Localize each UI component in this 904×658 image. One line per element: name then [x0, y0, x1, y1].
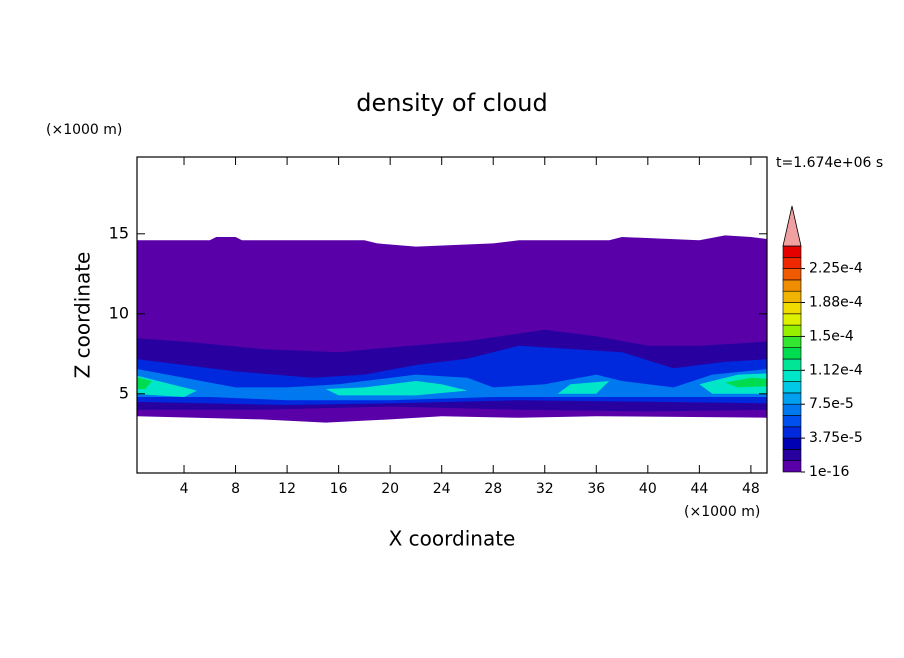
x-tick-label: 32 [536, 481, 554, 497]
colorbar-box [782, 426, 802, 439]
y-tick-label: 5 [119, 383, 129, 402]
colorbar-box [782, 369, 802, 382]
x-tick-label: 44 [690, 481, 708, 497]
x-tick-label: 4 [180, 481, 189, 497]
colorbar-box [782, 392, 802, 405]
chart-title: density of cloud [356, 89, 547, 117]
colorbar-label: 1.88e-4 [809, 295, 863, 311]
x-unit: (×1000 m) [684, 504, 760, 520]
colorbar-label: 1e-16 [809, 464, 849, 480]
x-tick-label: 24 [433, 481, 451, 497]
colorbar-box [782, 324, 802, 337]
x-tick-label: 36 [587, 481, 605, 497]
colorbar-label: 7.5e-5 [809, 396, 854, 412]
colorbar-over [782, 205, 802, 247]
colorbar-box [782, 403, 802, 416]
x-tick-label: 48 [742, 481, 760, 497]
colorbar-box [782, 245, 802, 258]
colorbar-box [782, 449, 802, 461]
x-tick-label: 40 [639, 481, 657, 497]
x-tick-label: 20 [381, 481, 399, 497]
x-tick-label: 28 [484, 481, 502, 497]
y-tick-label: 10 [109, 303, 129, 322]
contour-region [725, 377, 767, 388]
x-tick-label: 8 [231, 481, 240, 497]
contour-region [325, 381, 468, 396]
colorbar-box [782, 358, 802, 371]
colorbar-box [782, 256, 802, 269]
plot-frame [136, 156, 768, 474]
y-unit: (×1000 m) [46, 122, 122, 138]
contour-field [137, 235, 767, 423]
colorbar-box [782, 268, 802, 281]
colorbar-label: 1.5e-4 [809, 328, 854, 344]
contour-region [557, 381, 610, 394]
x-tick-label: 16 [330, 481, 348, 497]
colorbar-box [782, 415, 802, 428]
colorbar-label: 2.25e-4 [809, 261, 863, 277]
colorbar-box [782, 460, 802, 473]
colorbar-label: 1.12e-4 [809, 362, 863, 378]
y-axis-label: Z coordinate [71, 252, 95, 379]
colorbar-box [782, 279, 802, 292]
colorbar-box [782, 290, 802, 303]
contour-region [137, 369, 767, 401]
colorbar-box [782, 437, 802, 450]
colorbar-box [782, 381, 802, 394]
x-axis-label: X coordinate [389, 527, 516, 551]
x-tick-label: 12 [278, 481, 296, 497]
contour-region [137, 377, 152, 389]
contour-region [137, 375, 197, 397]
colorbar-label: 3.75e-5 [809, 430, 863, 446]
time-label: t=1.674e+06 s [776, 155, 883, 171]
colorbar-box [782, 336, 802, 348]
y-tick-label: 15 [109, 223, 129, 242]
colorbar-box [782, 302, 802, 315]
colorbar-box [782, 313, 802, 326]
colorbar-box [782, 347, 802, 360]
